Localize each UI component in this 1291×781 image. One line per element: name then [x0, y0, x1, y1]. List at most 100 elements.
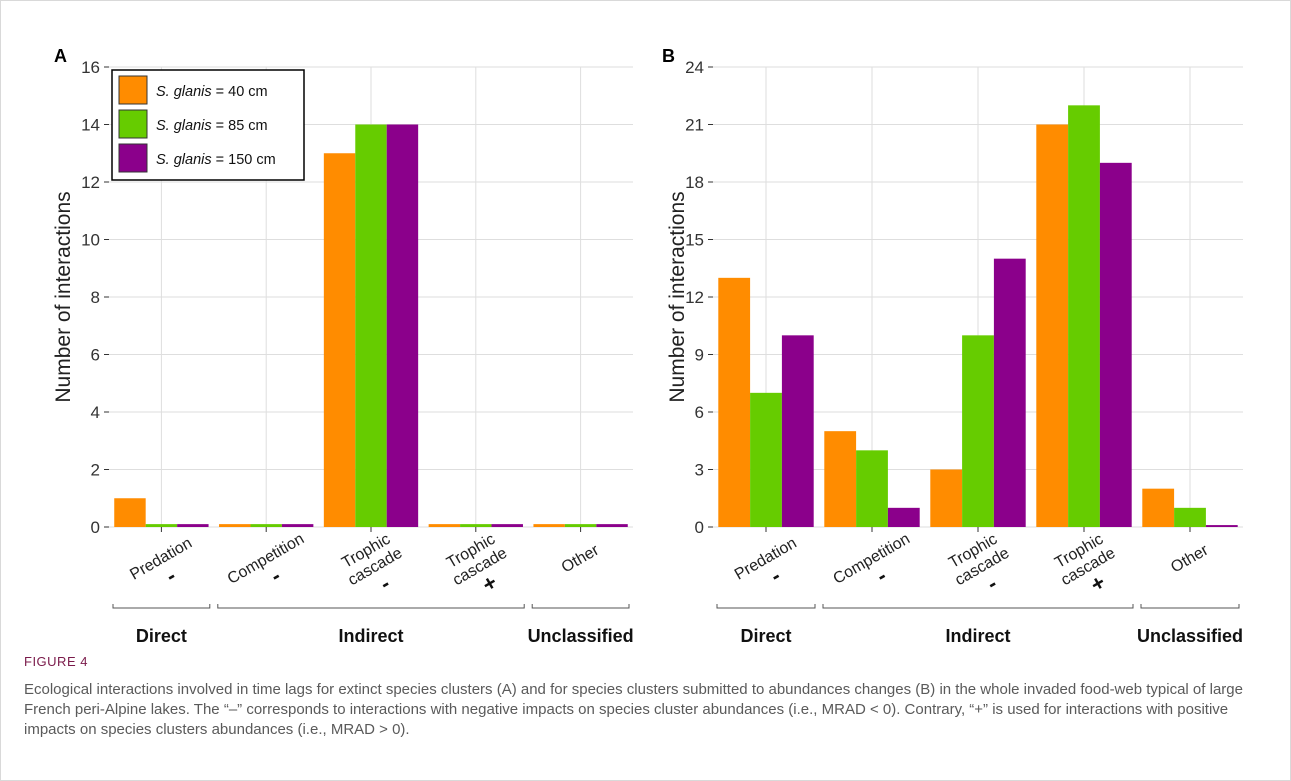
y-tick-label: 21: [685, 116, 704, 135]
category-sign-label: +: [478, 569, 502, 597]
y-tick-label: 0: [695, 518, 704, 537]
x-tick-label: Predation: [127, 535, 195, 584]
category-sign-label: -: [872, 563, 891, 588]
bar: [781, 335, 814, 527]
x-tick-label: Other: [559, 541, 603, 576]
y-tick-label: 6: [695, 403, 704, 422]
legend-label: S. glanis = 85 cm: [156, 118, 268, 134]
bar: [856, 450, 888, 527]
category-sign-label: -: [766, 563, 785, 588]
y-tick-label: 14: [81, 116, 100, 135]
x-tick-label: Competition: [831, 530, 913, 587]
x-tick-label-group: Predation-: [127, 535, 195, 589]
y-tick-label: 24: [685, 58, 704, 77]
x-tick-label-group: Predation-: [732, 535, 800, 589]
group-bracket: [1140, 604, 1240, 609]
y-tick-label: 9: [695, 346, 704, 365]
bar: [1099, 162, 1132, 528]
group-bracket: [822, 604, 1134, 609]
bar: [887, 507, 920, 527]
y-tick-label: 0: [91, 518, 100, 537]
category-sign-label: -: [375, 571, 394, 596]
bar: [930, 469, 963, 527]
legend-swatch: [118, 75, 148, 105]
y-tick-label: 2: [91, 461, 100, 480]
x-tick-label: Other: [1168, 541, 1212, 576]
bar: [460, 524, 492, 527]
bar: [145, 524, 178, 527]
bar: [1205, 525, 1238, 527]
legend-label: S. glanis = 40 cm: [156, 84, 268, 100]
bar: [993, 258, 1026, 527]
y-tick-label: 18: [685, 173, 704, 192]
legend-swatch: [118, 143, 148, 173]
group-bracket: [716, 604, 816, 609]
group-label: Unclassified: [528, 626, 634, 646]
y-tick-label: 4: [91, 403, 100, 422]
group-bracket: [531, 604, 630, 609]
bar: [1068, 105, 1100, 527]
y-axis-label: Number of interactions: [52, 191, 75, 402]
bar: [114, 498, 146, 527]
x-tick-label: Predation: [732, 535, 800, 584]
bar: [219, 524, 251, 527]
bar: [491, 524, 523, 527]
group-bracket: [112, 604, 211, 609]
bar: [1142, 488, 1175, 527]
y-tick-label: 12: [685, 288, 704, 307]
x-tick-label-group: Competition-: [831, 530, 913, 588]
panel-label: A: [54, 46, 67, 66]
x-tick-label-group: Other: [559, 541, 603, 576]
y-axis-label: Number of interactions: [666, 191, 689, 402]
category-sign-label: -: [161, 563, 180, 588]
legend-label: S. glanis = 150 cm: [156, 152, 276, 168]
bar: [250, 524, 282, 527]
y-tick-label: 12: [81, 173, 100, 192]
group-bracket: [217, 604, 525, 609]
bar: [533, 524, 565, 527]
legend: S. glanis = 40 cm S. glanis = 85 cm S. gla…: [111, 69, 305, 181]
figure-caption: Ecological interactions involved in time…: [24, 681, 1243, 738]
group-label: Indirect: [338, 626, 403, 646]
category-sign-label: -: [982, 571, 1001, 596]
y-tick-label: 6: [91, 346, 100, 365]
bar: [177, 524, 209, 527]
y-tick-label: 8: [91, 288, 100, 307]
y-tick-label: 3: [695, 461, 704, 480]
bar: [428, 524, 461, 527]
category-sign-label: -: [266, 563, 285, 588]
y-tick-label: 16: [81, 58, 100, 77]
bar: [386, 124, 419, 527]
group-label: Direct: [136, 626, 187, 646]
bar: [1174, 507, 1206, 527]
bar: [564, 524, 597, 527]
x-tick-label-group: Other: [1168, 541, 1212, 576]
x-tick-label: Competition: [225, 530, 307, 587]
category-sign-label: +: [1086, 569, 1110, 597]
figure-label: FIGURE 4: [24, 654, 88, 669]
group-label: Unclassified: [1137, 626, 1243, 646]
bar: [281, 524, 314, 527]
y-tick-label: 15: [685, 231, 704, 250]
panel-label: B: [662, 46, 675, 66]
bar: [323, 153, 356, 527]
y-tick-label: 10: [81, 231, 100, 250]
bar: [355, 124, 387, 527]
bar: [824, 431, 857, 527]
group-label: Direct: [740, 626, 791, 646]
bar: [750, 392, 782, 527]
legend-swatch: [118, 109, 148, 139]
group-label: Indirect: [945, 626, 1010, 646]
bar: [596, 524, 628, 527]
bar: [718, 277, 751, 527]
bar: [962, 335, 994, 527]
x-tick-label-group: Competition-: [225, 530, 307, 588]
